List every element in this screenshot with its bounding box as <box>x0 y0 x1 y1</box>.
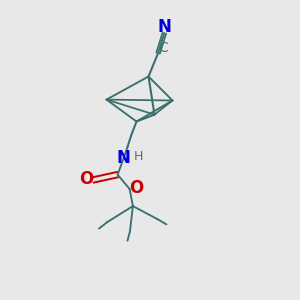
Text: O: O <box>129 179 143 197</box>
Text: N: N <box>158 18 171 36</box>
Text: N: N <box>117 149 130 167</box>
Text: C: C <box>158 41 168 55</box>
Text: O: O <box>79 170 94 188</box>
Text: H: H <box>133 150 143 163</box>
